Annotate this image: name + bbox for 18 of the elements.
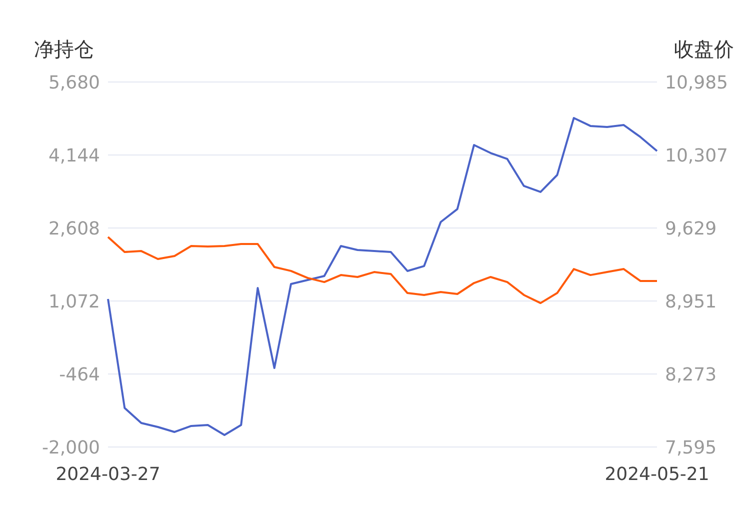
y2-tick-label: 9,629 (665, 218, 717, 240)
y2-axis-title: 收盘价 (674, 36, 734, 63)
line-series (107, 116, 658, 436)
y-tick-label: 1,072 (48, 291, 100, 312)
y-tick-label: 5,680 (48, 72, 100, 94)
x-tick-label: 2024-05-21 (604, 464, 710, 485)
x-tick-label: 2024-03-27 (56, 464, 160, 485)
y-tick-label: -464 (59, 364, 100, 386)
y2-tick-label: 8,273 (665, 364, 717, 386)
y2-tick-label: 8,951 (665, 291, 717, 312)
y-tick-label: 4,144 (48, 145, 100, 166)
y2-tick-label: 10,985 (665, 72, 728, 94)
y-axis-title: 净持仓 (34, 36, 94, 63)
y-tick-label: -2,000 (42, 437, 100, 458)
y2-tick-label: 10,307 (665, 145, 728, 166)
y-tick-label: 2,608 (48, 218, 100, 240)
y2-tick-label: 7,595 (665, 437, 717, 458)
line-series (107, 236, 658, 304)
